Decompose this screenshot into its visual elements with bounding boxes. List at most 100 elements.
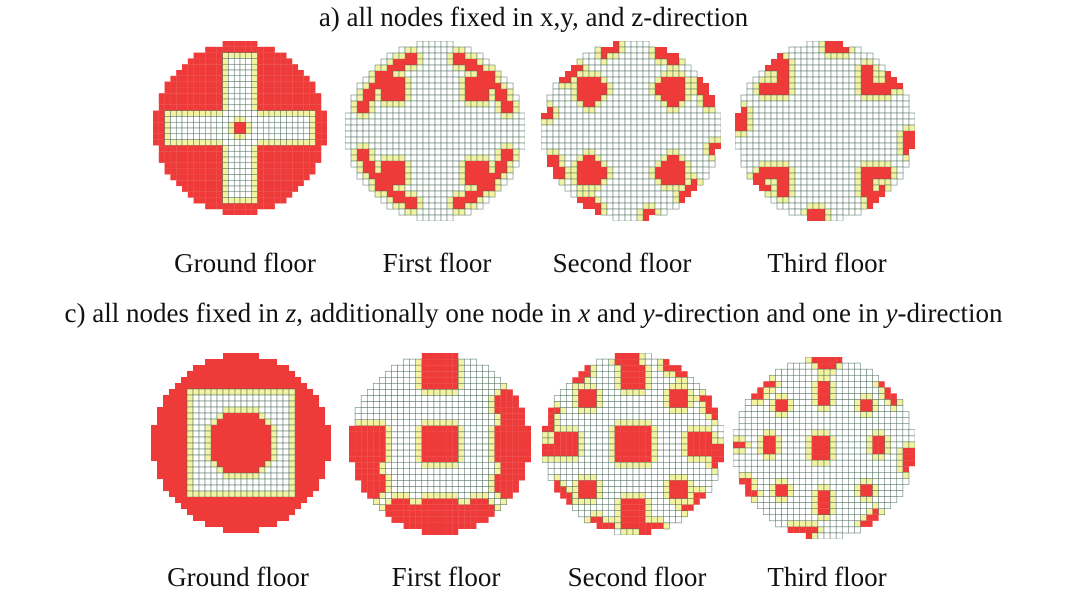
element-cell — [223, 371, 230, 378]
element-cell — [163, 485, 170, 492]
element-cell — [482, 425, 489, 433]
element-cell — [896, 172, 904, 180]
element-cell — [666, 70, 674, 78]
element-cell — [582, 70, 590, 78]
element-cell — [642, 41, 650, 48]
element-cell — [800, 76, 808, 84]
element-cell — [233, 156, 241, 164]
element-cell — [506, 389, 513, 396]
element-cell — [788, 70, 796, 78]
element-cell — [663, 480, 670, 487]
element-cell — [648, 184, 656, 192]
element-cell — [618, 106, 626, 114]
element-cell — [446, 112, 454, 120]
element-cell — [228, 490, 236, 498]
element-cell — [896, 166, 904, 174]
element-cell — [422, 130, 430, 138]
element-cell — [262, 139, 270, 146]
element-cell — [216, 64, 223, 71]
element-cell — [292, 64, 299, 71]
element-cell — [253, 425, 260, 432]
element-cell — [368, 106, 376, 114]
element-cell — [558, 154, 566, 162]
element-cell — [770, 184, 778, 192]
element-cell — [648, 130, 656, 138]
element-cell — [373, 413, 380, 421]
element-cell — [385, 443, 392, 451]
element-cell — [848, 160, 856, 168]
element-cell — [193, 509, 200, 516]
element-cell — [854, 368, 861, 376]
element-cell — [428, 46, 436, 54]
element-cell — [240, 128, 246, 134]
element-cell — [452, 431, 459, 438]
element-cell — [356, 88, 364, 96]
element-cell — [381, 161, 388, 168]
element-cell — [216, 478, 224, 486]
element-cell — [891, 83, 898, 90]
element-cell — [216, 191, 223, 198]
element-cell — [800, 70, 808, 78]
element-cell — [440, 444, 447, 451]
element-cell — [216, 394, 224, 402]
element-cell — [434, 190, 442, 198]
element-cell — [666, 130, 674, 138]
element-cell — [571, 71, 578, 78]
element-cell — [259, 497, 266, 504]
element-cell — [559, 474, 567, 481]
element-cell — [614, 395, 622, 402]
element-cell — [824, 196, 832, 204]
element-cell — [439, 492, 447, 499]
element-cell — [566, 455, 573, 463]
element-cell — [228, 145, 235, 152]
element-cell — [624, 41, 632, 48]
element-cell — [578, 492, 585, 499]
element-cell — [199, 186, 206, 192]
element-cell — [903, 143, 910, 150]
element-cell — [374, 136, 382, 144]
element-cell — [369, 173, 376, 180]
element-cell — [258, 406, 266, 414]
element-cell — [578, 474, 585, 481]
element-cell — [608, 401, 616, 408]
element-cell — [228, 133, 235, 140]
element-cell — [642, 166, 650, 174]
element-cell — [896, 130, 904, 138]
element-cell — [392, 184, 400, 192]
element-cell — [217, 443, 224, 450]
element-cell — [654, 154, 662, 162]
element-cell — [199, 121, 206, 129]
element-cell — [422, 142, 430, 150]
element-cell — [186, 394, 194, 402]
element-cell — [251, 162, 258, 169]
element-cell — [781, 374, 788, 382]
element-cell — [612, 64, 620, 72]
element-cell — [636, 202, 644, 210]
element-cell — [829, 405, 837, 412]
element-cell — [458, 154, 466, 162]
element-cell — [489, 71, 496, 78]
element-cell — [386, 58, 394, 66]
element-cell — [199, 139, 206, 146]
element-cell — [638, 419, 646, 427]
element-cell — [644, 364, 652, 372]
element-cell — [612, 142, 620, 150]
element-cell — [288, 430, 296, 438]
element-cell — [693, 480, 701, 487]
element-cell — [465, 77, 472, 84]
element-cell — [582, 52, 590, 60]
element-cell — [355, 462, 362, 469]
element-cell — [181, 497, 188, 504]
element-cell — [292, 99, 299, 105]
element-cell — [385, 413, 392, 421]
element-cell — [594, 148, 602, 156]
element-cell — [257, 168, 264, 175]
element-cell — [648, 82, 656, 90]
element-cell — [380, 136, 388, 144]
element-cell — [297, 133, 305, 140]
element-cell — [470, 492, 477, 499]
element-cell — [452, 136, 460, 144]
element-cell — [770, 130, 778, 138]
element-cell — [638, 468, 646, 475]
element-cell — [636, 190, 644, 198]
